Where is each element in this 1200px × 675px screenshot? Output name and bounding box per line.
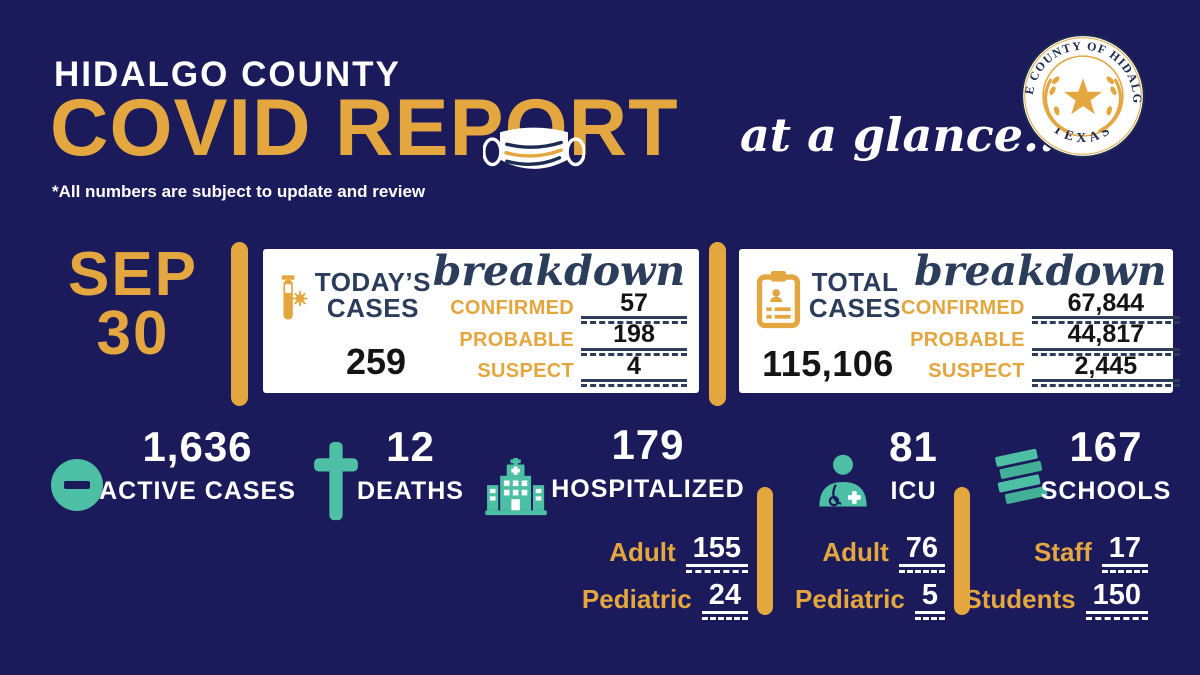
total-cases-value: 115,106 [762, 343, 894, 384]
hidalgo-county-seal-icon: THE COUNTY OF HIDALGO TEXAS [1020, 33, 1145, 158]
hospitalized-value: 179 [611, 421, 685, 468]
todays-cases-card: TODAY’S CASES 259 breakdown CONFIRMED 57… [263, 249, 699, 393]
county-name: HIDALGO COUNTY [54, 55, 401, 94]
breakdown-row-probable: PROBABLE 198 [431, 322, 687, 356]
hospitalized-adult-row: Adult 155 [540, 533, 748, 574]
report-date: SEP 30 [48, 240, 218, 368]
card-label: TODAY’S CASES [314, 267, 431, 323]
schools-label: SCHOOLS [1040, 477, 1172, 505]
divider-bar [231, 242, 248, 406]
breakdown-title: breakdown [914, 247, 1167, 295]
seal-star [1063, 78, 1103, 115]
doctor-icon [819, 454, 867, 507]
icu-stat: 81 ICU [856, 426, 971, 506]
icu-pediatric-row: Pediatric 5 [765, 581, 945, 621]
icu-breakdown: Adult 76 Pediatric 5 [765, 533, 945, 621]
hospitalized-label: HOSPITALIZED [551, 475, 745, 503]
clipboard-icon [756, 270, 801, 329]
active-cases-value: 1,636 [142, 423, 253, 470]
schools-stat: 167 SCHOOLS [1040, 426, 1172, 506]
hospitalized-pediatric-row: Pediatric 24 [540, 581, 748, 621]
divider-bar [709, 242, 726, 406]
hospital-icon [485, 458, 547, 516]
todays-cases-value: 259 [345, 341, 407, 382]
title-letter-o: O [482, 88, 585, 169]
breakdown-row-probable: PROBABLE 44,817 [901, 322, 1180, 356]
schools-students-row: Students 150 [964, 581, 1148, 621]
icu-value: 81 [889, 423, 938, 470]
divider-bar [757, 487, 773, 615]
date-month: SEP [67, 240, 199, 309]
active-cases-stat: 1,636 ACTIVE CASES [95, 426, 300, 506]
breakdown-row-suspect: SUSPECT 4 [431, 353, 687, 387]
books-icon [995, 448, 1048, 504]
breakdown-title: breakdown [432, 247, 686, 295]
page-title: COVID REPO RT [50, 88, 679, 169]
hospitalized-breakdown: Adult 155 Pediatric 24 [540, 533, 748, 621]
card-label: TOTAL CASES [808, 267, 901, 323]
active-cases-label: ACTIVE CASES [99, 477, 296, 505]
breakdown-row-confirmed: CONFIRMED 57 [431, 290, 687, 325]
breakdown-row-confirmed: CONFIRMED 67,844 [901, 290, 1180, 325]
title-part1: COVID REP [50, 83, 505, 173]
disclaimer: *All numbers are subject to update and r… [52, 182, 426, 201]
icu-label: ICU [890, 477, 937, 505]
test-tube-virus-icon [281, 275, 308, 320]
title-part2: RT [568, 83, 679, 173]
breakdown-row-suspect: SUSPECT 2,445 [901, 353, 1180, 387]
divider-bar [954, 487, 970, 615]
schools-breakdown: Staff 17 Students 150 [964, 533, 1148, 621]
deaths-stat: 12 DEATHS [348, 426, 473, 506]
deaths-label: DEATHS [357, 477, 464, 505]
deaths-value: 12 [386, 423, 435, 470]
total-cases-card: TOTAL CASES 115,106 breakdown CONFIRMED … [739, 249, 1180, 393]
face-mask-icon [482, 127, 585, 169]
schools-staff-row: Staff 17 [965, 533, 1148, 574]
schools-value: 167 [1069, 423, 1143, 470]
minus-circle-icon [51, 459, 103, 511]
date-day: 30 [96, 298, 170, 368]
icu-adult-row: Adult 76 [765, 533, 945, 574]
hospitalized-stat: 179 HOSPITALIZED [542, 424, 754, 504]
tagline: at a glance.. [740, 108, 1056, 162]
cross-icon [314, 442, 358, 521]
